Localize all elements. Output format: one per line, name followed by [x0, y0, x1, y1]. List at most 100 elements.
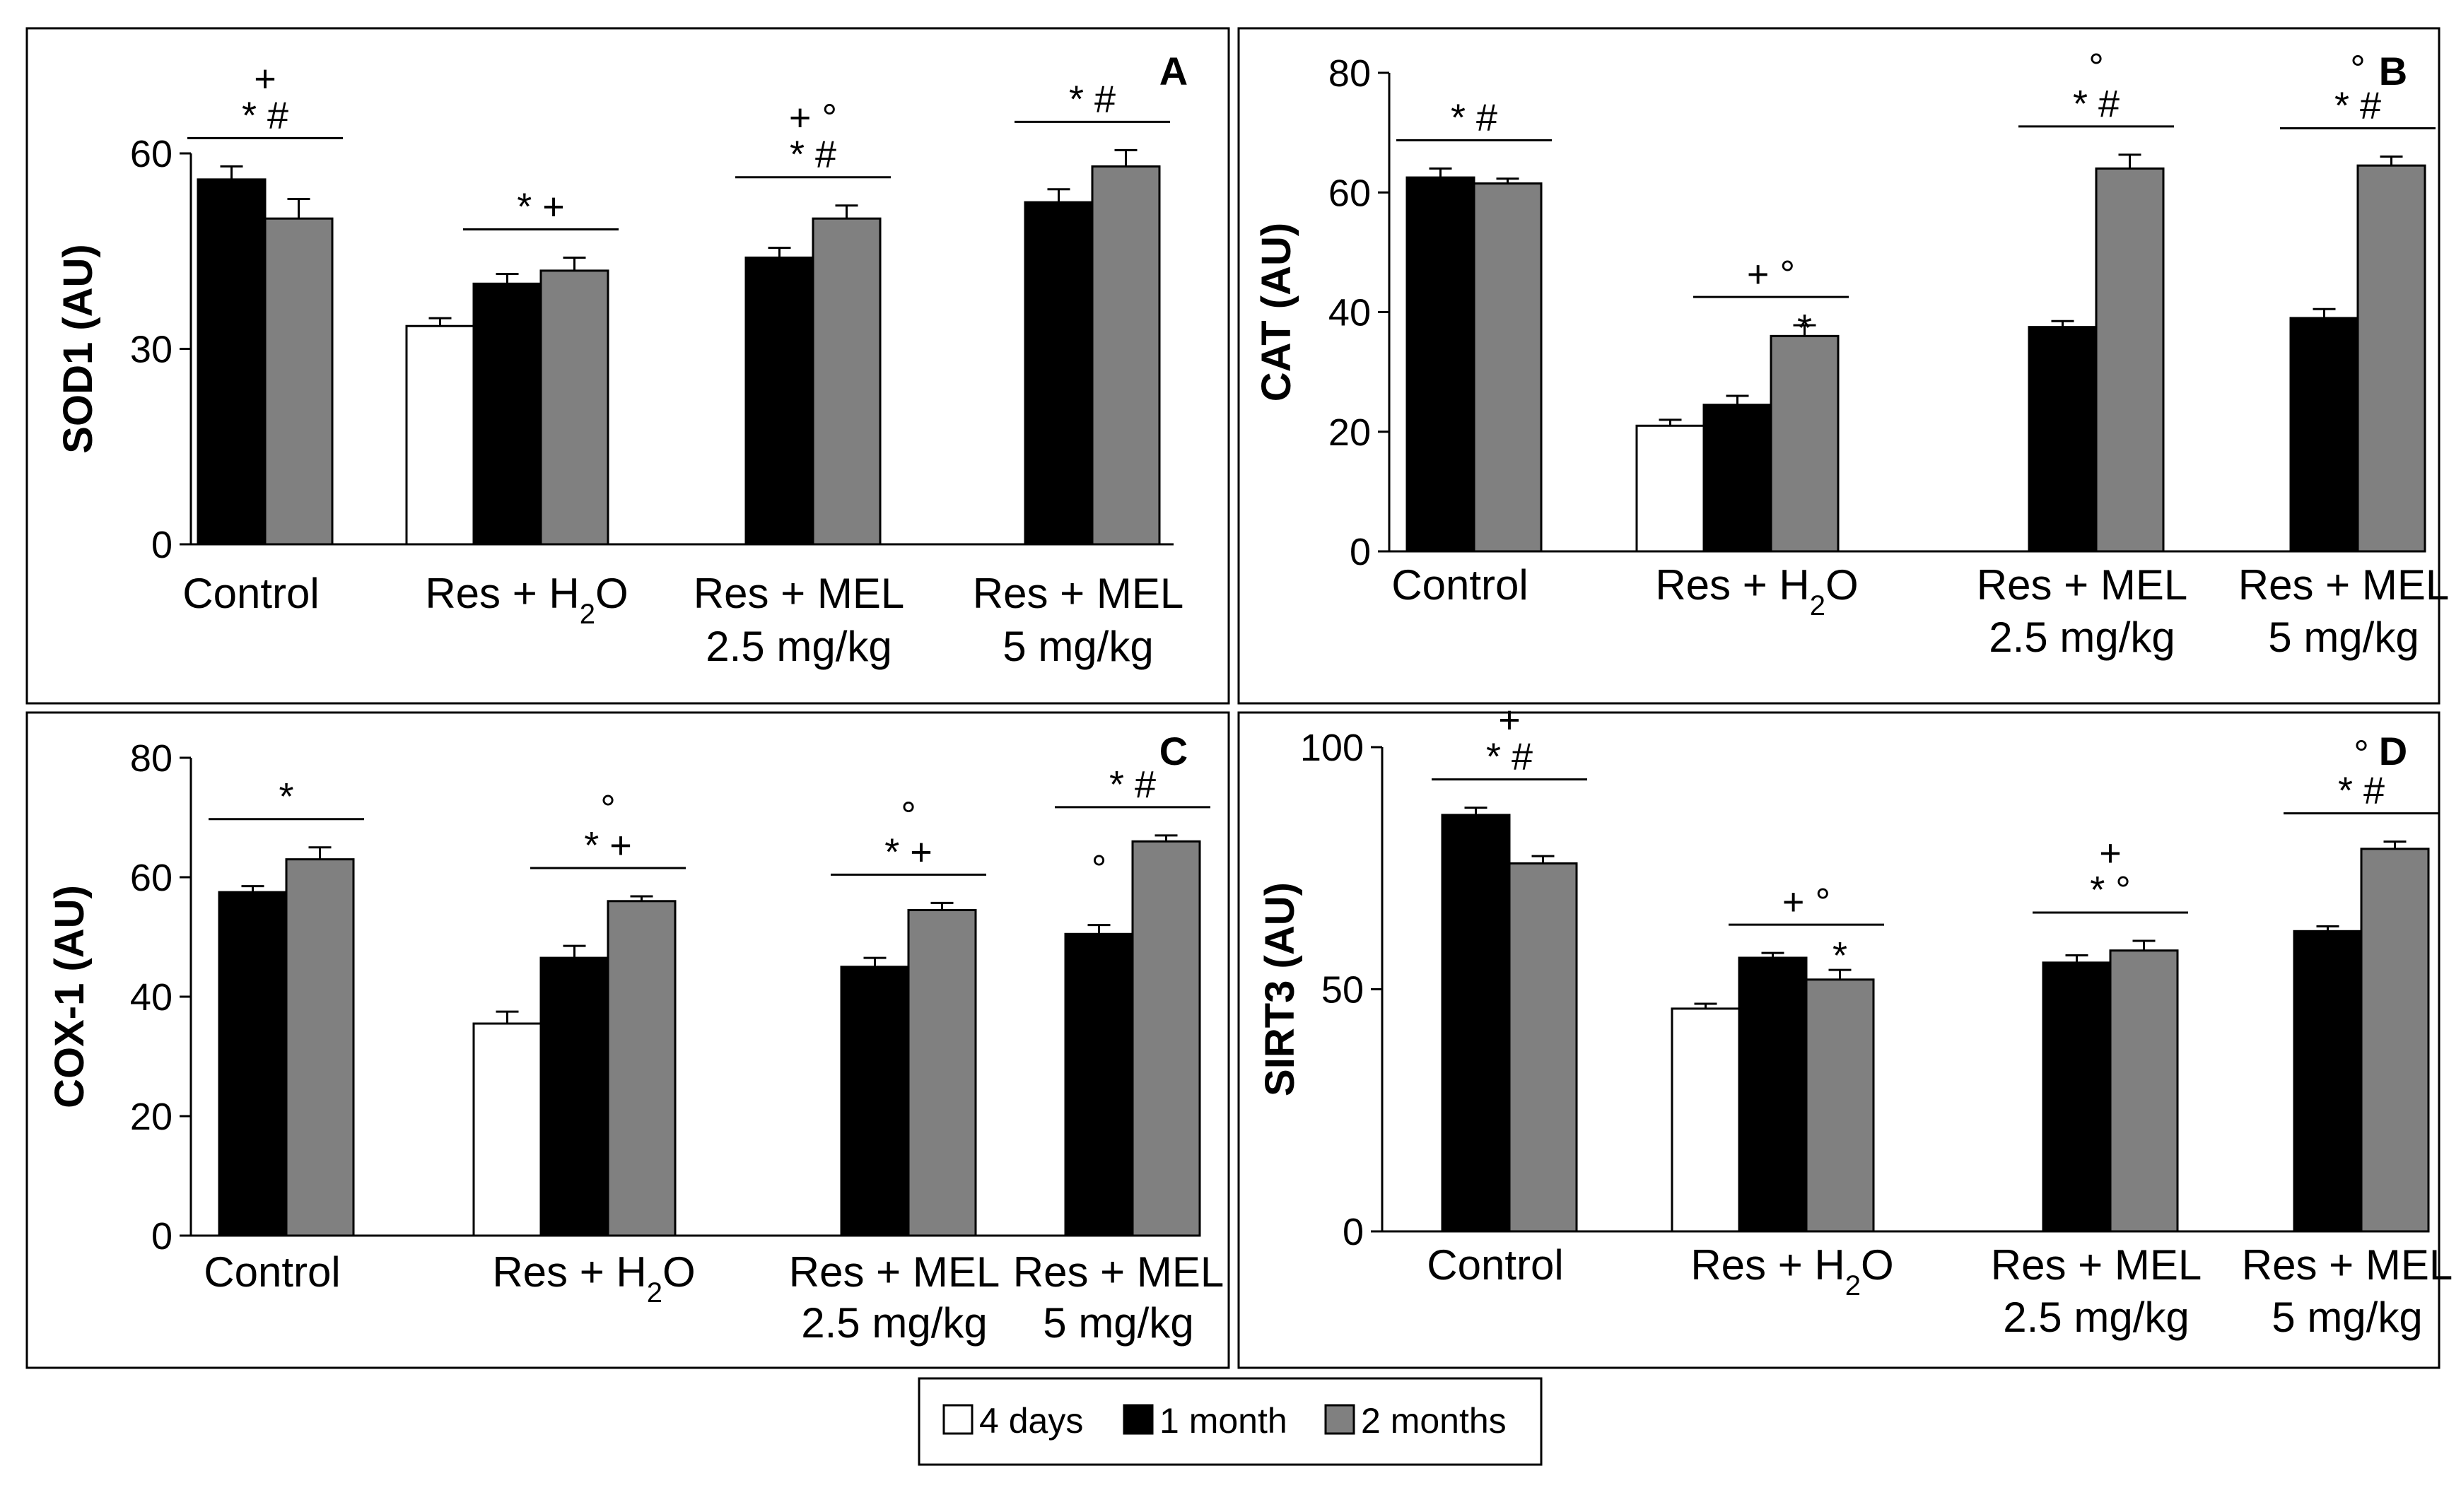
significance-marker: * #	[790, 134, 836, 176]
bar-2-months-0	[1473, 182, 1543, 553]
category-label: Control	[182, 570, 319, 617]
bar-4-days-1	[405, 324, 475, 546]
bar-2-months-0	[1508, 862, 1578, 1233]
legend-swatch-4-days	[942, 1404, 974, 1435]
significance-marker: +	[1498, 699, 1521, 742]
bar-2-months-3	[2360, 848, 2430, 1233]
significance-marker: * #	[1109, 763, 1156, 806]
significance-marker: * #	[2338, 770, 2385, 812]
y-tick-label: 30	[130, 329, 173, 371]
bar-2-months-2	[2095, 167, 2165, 553]
bar-2-months-1	[539, 269, 609, 546]
bar-1-month-2	[744, 256, 814, 546]
category-label: Res + MEL	[2238, 561, 2449, 609]
bar-2-months-3	[1091, 165, 1161, 546]
category-label: Res + MEL	[2242, 1241, 2453, 1289]
significance-marker: °	[901, 794, 916, 836]
significance-marker: °	[600, 787, 616, 830]
y-tick-label: 0	[151, 524, 173, 566]
bar-2-months-1	[1770, 334, 1840, 553]
significance-marker: *	[1797, 307, 1812, 349]
significance-marker: + °	[1782, 881, 1830, 923]
significance-marker: *	[1832, 934, 1847, 977]
panel-letter: B	[2379, 49, 2407, 93]
y-tick-label: 60	[130, 857, 173, 899]
category-label: Control	[1391, 561, 1528, 609]
y-tick-label: 50	[1321, 969, 1364, 1012]
significance-marker: +	[254, 57, 276, 100]
significance-marker: °	[2088, 46, 2104, 88]
category-label: Res + MEL	[694, 570, 904, 617]
bar-2-months-0	[285, 858, 355, 1237]
category-label: Control	[204, 1248, 340, 1296]
category-label: Res + MEL	[789, 1248, 1000, 1296]
panel-letter: C	[1159, 729, 1188, 773]
bar-2-months-3	[1131, 840, 1201, 1237]
bar-4-days-1	[1635, 424, 1705, 553]
y-tick-label: 0	[1350, 531, 1371, 573]
y-tick-label: 40	[1328, 292, 1371, 334]
legend-swatch-1-month	[1123, 1404, 1154, 1435]
bar-1-month-2	[2028, 326, 2098, 553]
bar-1-month-1	[472, 282, 542, 546]
bar-1-month-3	[1064, 932, 1134, 1237]
y-axis-label: CAT (AU)	[1253, 223, 1299, 402]
bar-1-month-0	[218, 891, 288, 1237]
bar-1-month-0	[1405, 176, 1475, 553]
bar-2-months-0	[264, 217, 334, 546]
bar-1-month-1	[1702, 404, 1772, 553]
y-tick-label: 80	[130, 737, 173, 780]
bar-1-month-2	[2042, 961, 2112, 1233]
bar-2-months-2	[2109, 949, 2179, 1233]
y-axis-label: SIRT3 (AU)	[1257, 882, 1303, 1096]
y-tick-label: 100	[1300, 727, 1364, 769]
significance-marker: * #	[1486, 736, 1533, 778]
significance-marker: * #	[2073, 83, 2120, 125]
category-sublabel: 2.5 mg/kg	[801, 1299, 987, 1347]
significance-marker: * +	[584, 824, 632, 867]
panel-letter: D	[2379, 729, 2407, 773]
y-tick-label: 80	[1328, 52, 1371, 95]
y-tick-label: 60	[1328, 172, 1371, 214]
category-label: Res + MEL	[973, 570, 1183, 617]
significance-marker: + °	[789, 97, 837, 139]
y-tick-label: 60	[130, 133, 173, 175]
legend-label: 1 month	[1159, 1401, 1287, 1441]
significance-marker: °	[2354, 733, 2369, 775]
category-label: Res + MEL	[1013, 1248, 1224, 1296]
significance-marker: °	[2350, 47, 2366, 90]
bar-4-days-1	[472, 1022, 542, 1237]
bar-1-month-3	[1024, 201, 1094, 546]
significance-marker: + °	[1747, 253, 1795, 295]
significance-marker: * #	[1069, 78, 1116, 120]
significance-marker: *	[279, 775, 293, 818]
panel-letter: A	[1159, 49, 1188, 93]
category-sublabel: 5 mg/kg	[1043, 1299, 1193, 1347]
bar-1-month-1	[539, 956, 609, 1237]
y-tick-label: 20	[1328, 411, 1371, 454]
y-axis-label: SOD1 (AU)	[55, 244, 101, 453]
legend-label: 2 months	[1361, 1401, 1507, 1441]
significance-marker: * °	[2090, 869, 2131, 911]
category-sublabel: 2.5 mg/kg	[1989, 614, 2175, 661]
category-sublabel: 2.5 mg/kg	[2003, 1294, 2189, 1341]
bar-2-months-2	[812, 217, 882, 546]
bar-2-months-1	[1805, 978, 1875, 1233]
category-sublabel: 2.5 mg/kg	[706, 623, 892, 670]
y-tick-label: 20	[130, 1096, 173, 1138]
bar-2-months-2	[907, 908, 977, 1237]
bar-2-months-1	[607, 900, 677, 1237]
significance-marker: * +	[884, 831, 933, 873]
category-sublabel: 5 mg/kg	[1002, 623, 1153, 670]
bar-2-months-3	[2356, 164, 2426, 553]
legend-box	[918, 1377, 1543, 1466]
bar-1-month-3	[2293, 930, 2363, 1233]
y-tick-label: 0	[1343, 1211, 1364, 1253]
significance-marker: * #	[2334, 84, 2381, 127]
bar-1-month-0	[1441, 814, 1511, 1233]
bar-1-month-1	[1738, 956, 1808, 1233]
